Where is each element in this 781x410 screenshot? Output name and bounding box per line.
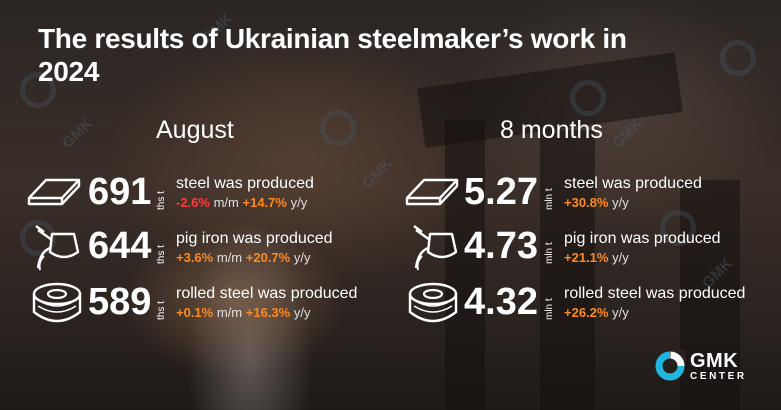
august-rolled-steel-label: rolled steel was produced [176, 285, 358, 302]
august-pig-iron-changes: +3.6% m/m +20.7% y/y [176, 250, 310, 265]
months8-pig-iron-value: 4.73 [464, 225, 538, 267]
change-yy: +26.2% [564, 305, 609, 320]
change-yy: +21.1% [564, 250, 609, 265]
change-yy-label: y/y [612, 305, 629, 320]
august-steel-unit: ths t [156, 191, 167, 210]
months8-steel-unit: mln t [544, 188, 555, 210]
august-rolled-steel-changes: +0.1% m/m +16.3% y/y [176, 305, 310, 320]
months8-pig-iron-label: pig iron was produced [564, 230, 721, 247]
august-pig-iron-value: 644 [88, 225, 152, 267]
change-yy-label: y/y [612, 195, 629, 210]
column-heading-8-months: 8 months [500, 116, 603, 144]
months8-steel-changes: +30.8% y/y [564, 195, 629, 210]
change-yy: +20.7% [245, 250, 291, 265]
change-mm: -2.6% [176, 195, 210, 210]
august-rolled-steel-unit: ths t [156, 301, 167, 320]
months8-steel-label: steel was produced [564, 175, 702, 192]
august-steel-changes: -2.6% m/m +14.7% y/y [176, 195, 307, 210]
background-beam [445, 120, 485, 410]
change-mm-label: m/m [216, 305, 243, 320]
change-yy-label: y/y [290, 195, 308, 210]
change-yy-label: y/y [293, 250, 311, 265]
months8-rolled-steel-unit: mln t [544, 298, 555, 320]
gmk-center-logo-icon [655, 350, 686, 381]
ladle-pour-icon [413, 225, 458, 271]
months8-pig-iron-changes: +21.1% y/y [564, 250, 629, 265]
watermark-ring-icon [20, 220, 56, 256]
logo-line-2: CENTER [690, 371, 747, 382]
steel-coil-icon [32, 282, 82, 323]
page-title: The results of Ukrainian steelmaker’s wo… [38, 23, 627, 87]
watermark-ring-icon [320, 110, 356, 146]
watermark-ring-icon [570, 80, 606, 116]
steel-slab-icon [27, 178, 81, 206]
change-mm: +3.6% [176, 250, 214, 265]
steel-slab-icon [405, 178, 459, 206]
months8-steel-value: 5.27 [464, 171, 538, 213]
change-mm-label: m/m [216, 250, 243, 265]
watermark-ring-icon [20, 72, 56, 108]
ladle-pour-icon [35, 225, 80, 271]
change-mm: +0.1% [176, 305, 214, 320]
august-rolled-steel-value: 589 [88, 281, 152, 323]
change-yy: +30.8% [564, 195, 609, 210]
change-yy-label: y/y [612, 250, 629, 265]
change-yy: +14.7% [242, 195, 287, 210]
change-yy: +16.3% [245, 305, 291, 320]
watermark-ring-icon [660, 210, 696, 246]
months8-rolled-steel-label: rolled steel was produced [564, 285, 746, 302]
change-mm-label: m/m [213, 195, 239, 210]
steel-coil-icon [408, 282, 458, 323]
august-steel-value: 691 [88, 171, 152, 213]
months8-pig-iron-unit: mln t [544, 242, 555, 264]
gmk-center-logo: GMK CENTER [690, 351, 747, 383]
column-heading-august: August [156, 116, 234, 144]
august-pig-iron-unit: ths t [156, 245, 167, 264]
august-pig-iron-label: pig iron was produced [176, 230, 333, 247]
august-steel-label: steel was produced [176, 175, 314, 192]
change-yy-label: y/y [293, 305, 311, 320]
background-beam [540, 130, 595, 410]
watermark-ring-icon [720, 40, 756, 76]
logo-line-1: GMK [690, 350, 739, 372]
months8-rolled-steel-value: 4.32 [464, 281, 538, 323]
months8-rolled-steel-changes: +26.2% y/y [564, 305, 629, 320]
